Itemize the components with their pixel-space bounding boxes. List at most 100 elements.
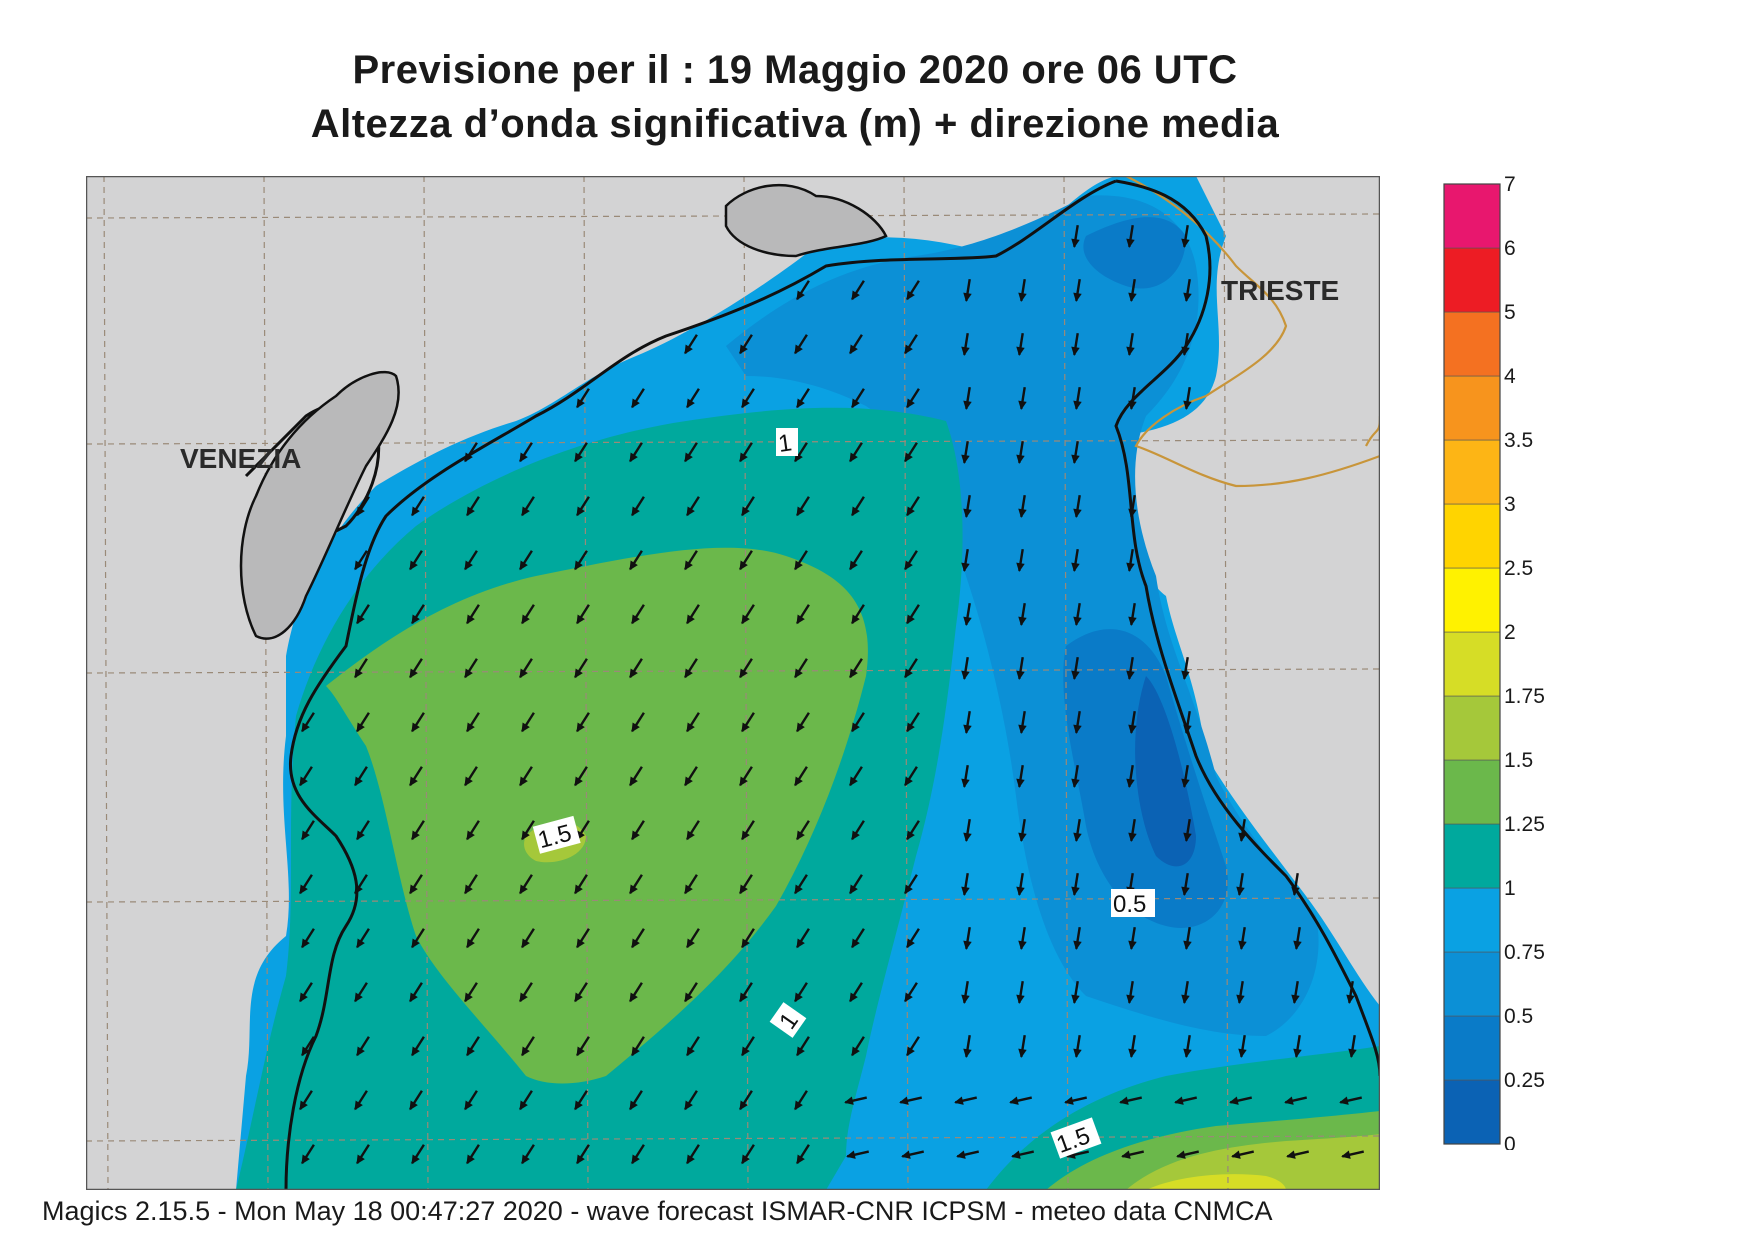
direction-arrow-head [906, 722, 915, 733]
direction-arrow-head [466, 1154, 475, 1165]
direction-arrow-head [1071, 454, 1080, 464]
direction-arrow-head [411, 614, 420, 625]
direction-arrow-head [464, 668, 473, 679]
direction-arrow-head [1016, 346, 1025, 356]
direction-arrow-head [409, 992, 418, 1003]
direction-arrow-head [1236, 886, 1245, 896]
direction-arrow-head [354, 884, 363, 895]
legend-frame [1443, 183, 1501, 1145]
direction-arrow-head [906, 1046, 915, 1057]
direction-arrow-head [631, 614, 640, 625]
direction-arrow-head [1284, 1096, 1294, 1105]
direction-arrow-head [301, 938, 310, 949]
direction-arrow-head [963, 832, 972, 842]
direction-arrow-head [849, 560, 858, 571]
direction-arrow-head [1119, 1096, 1129, 1105]
contour-label: 1 [777, 429, 794, 458]
sea-band-0 [1135, 676, 1196, 867]
direction-arrow-head [961, 670, 970, 680]
direction-arrow-head [1183, 832, 1192, 842]
legend-tick-label: 7 [1504, 173, 1516, 196]
direction-arrow-head [1018, 292, 1027, 302]
direction-arrow-head [904, 992, 913, 1003]
direction-arrow-head [299, 992, 308, 1003]
direction-arrow-head [629, 884, 638, 895]
direction-arrow-head [739, 452, 748, 463]
direction-arrow-head [576, 1154, 585, 1165]
direction-arrow-head [1238, 1048, 1247, 1058]
direction-arrow-head [521, 938, 530, 949]
direction-arrow-head [851, 722, 860, 733]
direction-arrow-head [411, 722, 420, 733]
direction-arrow-head [1073, 616, 1082, 626]
city-label-venezia: VENEZIA [180, 443, 301, 474]
direction-arrow-head [904, 668, 913, 679]
direction-arrow-head [466, 722, 475, 733]
direction-arrow-head [301, 1046, 310, 1057]
direction-arrow-head [1291, 886, 1300, 896]
direction-arrow-head [409, 776, 418, 787]
map-title-line-2: Altezza d’onda significativa (m) + direz… [310, 102, 1280, 146]
wave-direction-arrows [299, 224, 1364, 1165]
direction-arrow-head [1174, 1096, 1184, 1105]
direction-arrow-head [961, 778, 970, 788]
contour-label-box [532, 815, 581, 854]
direction-arrow-head [963, 724, 972, 734]
color-scale-legend: 0 0.25 0.5 0.75 1 1.25 1.5 1.75 2 2.5 3 3.5 4 5 6 7 [1443, 173, 1545, 1150]
contour-label: 0.5 [1113, 891, 1146, 918]
direction-arrow-head [519, 668, 528, 679]
legend-swatch [1443, 503, 1501, 569]
direction-arrow-head [1176, 1150, 1186, 1159]
direction-arrow-head [301, 830, 310, 841]
direction-arrow-head [1018, 508, 1027, 518]
legend-swatch [1443, 247, 1501, 313]
direction-arrow-head [411, 1046, 420, 1057]
direction-arrow-head [851, 506, 860, 517]
direction-arrow-head [576, 398, 585, 409]
direction-arrow-head [1016, 886, 1025, 896]
direction-arrow-head [1183, 400, 1192, 410]
direction-arrow-head [576, 938, 585, 949]
direction-arrow-head [963, 940, 972, 950]
direction-arrow-head [1071, 238, 1080, 248]
direction-arrow-head [1339, 1096, 1349, 1105]
direction-arrow-head [1183, 940, 1192, 950]
direction-arrow-head [1341, 1150, 1351, 1159]
direction-arrow-head [1018, 832, 1027, 842]
legend-swatches [1443, 183, 1501, 1145]
direction-arrow-head [1073, 724, 1082, 734]
direction-arrow-head [519, 452, 528, 463]
legend-swatch [1443, 887, 1501, 953]
legend-swatch [1443, 631, 1501, 697]
legend-tick-label: 6 [1504, 237, 1516, 260]
direction-arrow-head [519, 992, 528, 1003]
direction-arrow-head [963, 292, 972, 302]
direction-arrow-head [1128, 616, 1137, 626]
direction-arrow-head [739, 1100, 748, 1111]
direction-arrow-head [411, 1154, 420, 1165]
direction-arrow-head [519, 776, 528, 787]
direction-arrow-head [739, 560, 748, 571]
map-frame [86, 176, 1380, 1190]
legend-swatch [1443, 439, 1501, 505]
contour-label-box [769, 1002, 807, 1038]
direction-arrow-head [356, 938, 365, 949]
direction-arrow-head [356, 722, 365, 733]
direction-arrow-head [411, 830, 420, 841]
direction-arrow-head [629, 560, 638, 571]
legend-tick-label: 1.5 [1504, 749, 1533, 772]
direction-arrow-head [409, 884, 418, 895]
footer-credit: Magics 2.15.5 - Mon May 18 00:47:27 2020… [42, 1196, 1273, 1226]
direction-arrow-head [741, 614, 750, 625]
legend-tick-label: 3.5 [1504, 429, 1533, 452]
direction-arrow-head [904, 560, 913, 571]
direction-arrow-head [519, 884, 528, 895]
direction-arrow-head [1231, 1150, 1241, 1159]
lagoon-land [239, 370, 400, 640]
contour-label-box [1111, 889, 1155, 917]
direction-arrow-head [684, 560, 693, 571]
legend-swatch [1443, 183, 1501, 249]
direction-arrow-head [904, 884, 913, 895]
contour-label-group: 1 1.5 0.5 1 1.5 [532, 428, 1155, 1159]
direction-arrow-head [409, 560, 418, 571]
